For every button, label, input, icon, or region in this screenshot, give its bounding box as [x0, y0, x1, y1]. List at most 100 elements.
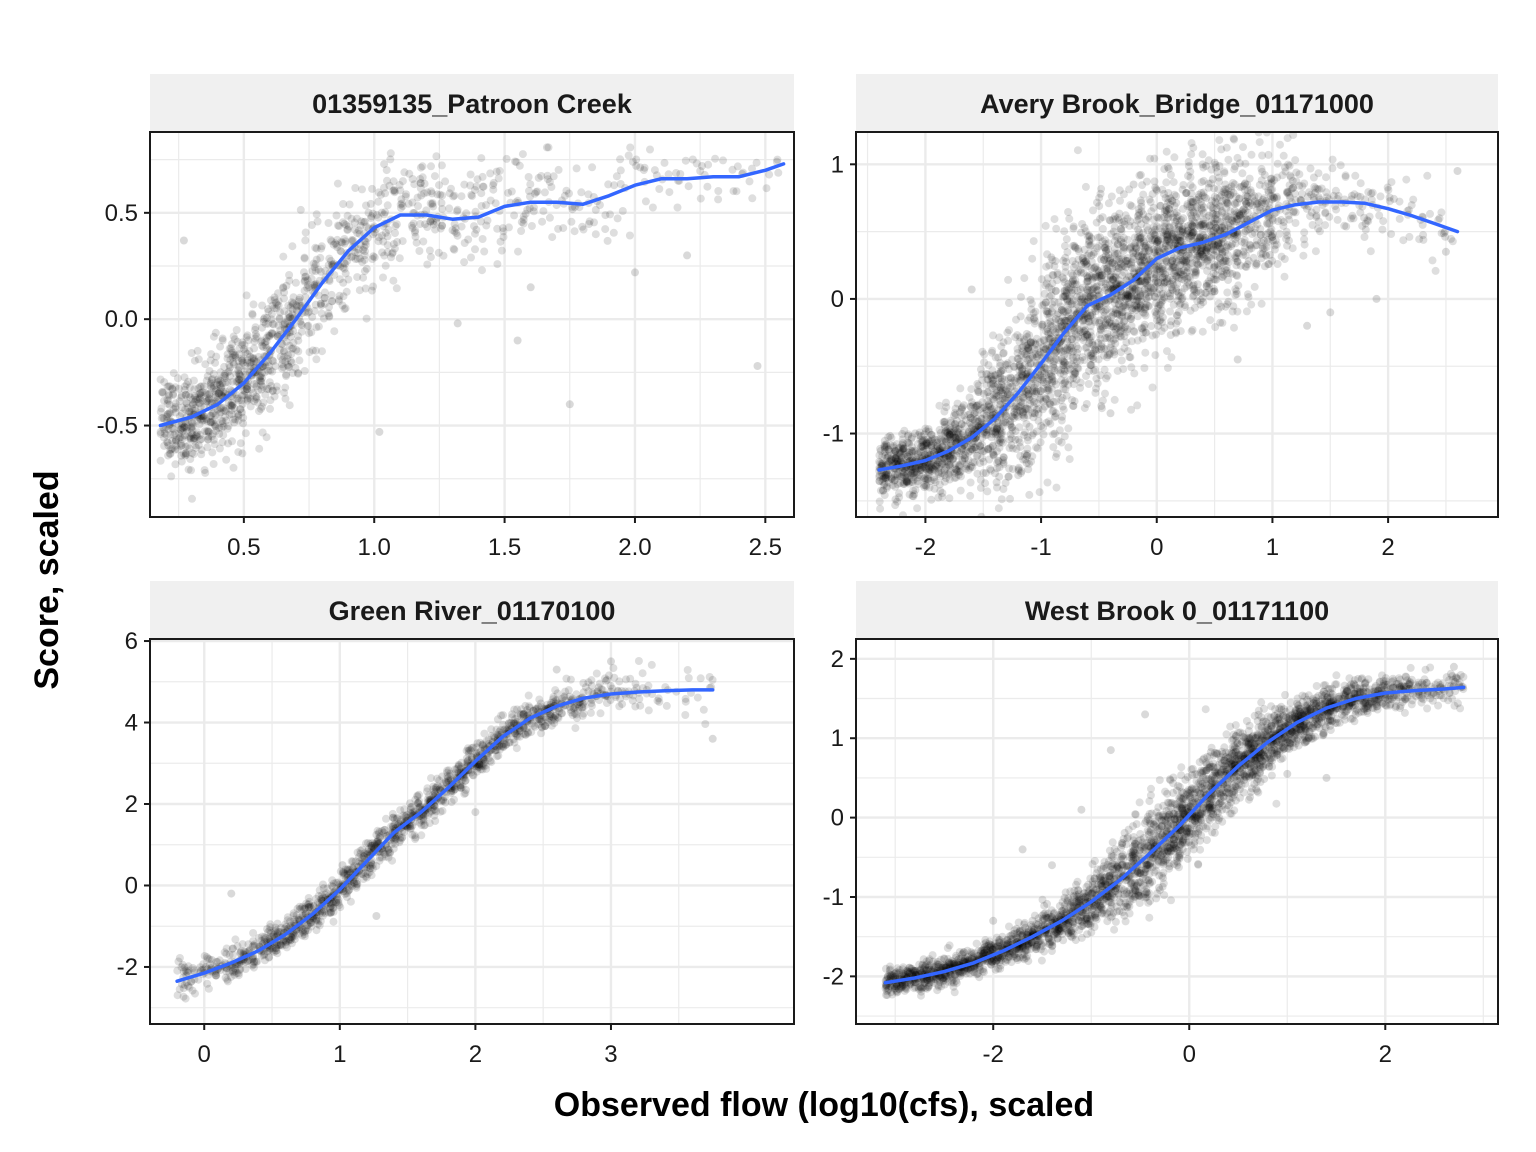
scatter-point — [1431, 266, 1440, 275]
scatter-point — [1119, 239, 1128, 248]
scatter-point — [970, 443, 979, 452]
scatter-point — [1127, 363, 1136, 372]
scatter-point — [1241, 262, 1250, 271]
scatter-point — [927, 430, 936, 439]
scatter-point — [176, 442, 185, 451]
scatter-point — [1135, 277, 1144, 286]
scatter-point — [191, 393, 200, 402]
scatter-point — [1207, 165, 1216, 174]
scatter-point — [544, 143, 553, 152]
scatter-point — [1137, 202, 1146, 211]
scatter-point — [1212, 210, 1221, 219]
scatter-point — [389, 276, 398, 285]
scatter-point — [225, 410, 234, 419]
scatter-point — [1118, 262, 1127, 271]
scatter-point — [414, 202, 422, 210]
scatter-point — [1082, 309, 1091, 318]
scatter-point — [1095, 202, 1104, 210]
scatter-point — [1048, 375, 1057, 384]
scatter-point — [1156, 308, 1165, 317]
scatter-point — [1196, 300, 1205, 309]
scatter-point — [958, 403, 967, 412]
scatter-point — [274, 330, 283, 339]
scatter-point — [1218, 318, 1227, 327]
scatter-point — [202, 376, 211, 385]
scatter-point — [1360, 213, 1369, 222]
scatter-point — [1190, 222, 1199, 231]
scatter-point — [1184, 263, 1192, 272]
scatter-point — [993, 464, 1001, 473]
scatter-point — [1141, 303, 1149, 312]
scatter-point — [1071, 244, 1080, 252]
scatter-point — [1257, 164, 1266, 173]
scatter-point — [1158, 313, 1167, 322]
scatter-point — [1020, 349, 1029, 358]
scatter-point — [348, 235, 356, 244]
scatter-point — [1119, 247, 1128, 255]
scatter-point — [1076, 265, 1085, 274]
scatter-point — [1211, 219, 1220, 228]
scatter-point — [259, 315, 268, 324]
scatter-point — [878, 477, 887, 486]
scatter-point — [255, 444, 264, 453]
scatter-point — [1183, 266, 1192, 275]
scatter-point — [993, 380, 1002, 389]
scatter-point — [1101, 319, 1110, 327]
scatter-point — [377, 208, 386, 217]
scatter-point — [893, 497, 902, 506]
scatter-point — [489, 185, 498, 194]
scatter-point — [453, 231, 462, 240]
scatter-point — [1050, 377, 1059, 386]
scatter-point — [1103, 314, 1112, 323]
scatter-point — [1061, 316, 1070, 325]
scatter-point — [182, 450, 191, 459]
scatter-point — [1060, 316, 1069, 325]
scatter-point — [1163, 277, 1172, 286]
scatter-point — [1212, 163, 1221, 172]
scatter-point — [920, 435, 929, 444]
scatter-point — [1172, 255, 1181, 263]
scatter-point — [1268, 214, 1277, 223]
scatter-point — [1123, 260, 1132, 269]
scatter-point — [336, 275, 344, 284]
scatter-point — [1017, 293, 1025, 302]
scatter-point — [1130, 369, 1139, 378]
scatter-point — [1159, 231, 1168, 240]
scatter-point — [213, 380, 222, 389]
scatter-point — [875, 451, 884, 460]
scatter-point — [1121, 294, 1130, 303]
scatter-point — [1158, 185, 1167, 194]
scatter-point — [945, 430, 954, 439]
scatter-point — [262, 337, 271, 346]
scatter-point — [1204, 223, 1213, 232]
scatter-point — [1047, 307, 1056, 316]
scatter-point — [946, 433, 954, 441]
scatter-point — [1153, 236, 1162, 245]
scatter-point — [1194, 251, 1203, 260]
scatter-point — [1230, 323, 1238, 332]
scatter-point — [1051, 328, 1060, 337]
scatter-point — [984, 402, 993, 411]
scatter-point — [320, 299, 329, 308]
scatter-point — [1149, 215, 1158, 224]
scatter-point — [976, 365, 985, 374]
scatter-point — [1119, 301, 1128, 310]
scatter-point — [879, 474, 888, 483]
scatter-point — [1222, 143, 1231, 152]
scatter-point — [1055, 426, 1064, 435]
scatter-point — [1087, 257, 1096, 266]
scatter-point — [215, 404, 224, 413]
scatter-point — [1044, 386, 1053, 395]
scatter-point — [1092, 384, 1100, 393]
scatter-point — [1135, 232, 1144, 241]
scatter-point — [1217, 239, 1226, 248]
scatter-point — [1048, 377, 1057, 386]
scatter-point — [1083, 292, 1092, 301]
scatter-point — [1051, 355, 1060, 364]
scatter-point — [1235, 194, 1244, 203]
scatter-point — [1122, 338, 1131, 347]
scatter-point — [1164, 213, 1173, 221]
scatter-point — [1132, 305, 1140, 314]
scatter-point — [1166, 289, 1175, 298]
scatter-point — [965, 427, 973, 436]
